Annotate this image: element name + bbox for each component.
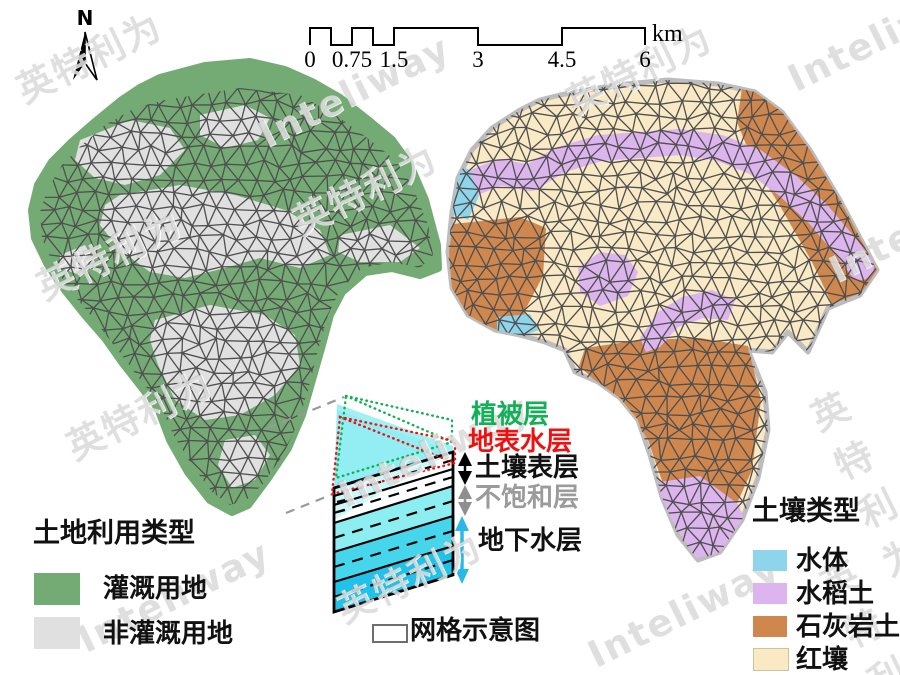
paddy-label: 水稻土	[796, 579, 875, 609]
soil-legend-title: 土壤类型	[752, 496, 860, 527]
surface-water-layer-outline	[330, 415, 457, 496]
groundwater-arrow	[455, 516, 469, 584]
irrigated-swatch	[34, 573, 80, 605]
block-outline	[332, 450, 455, 614]
scale-tick-label: 1.5	[379, 47, 409, 72]
irrigated-label: 灌溉用地	[103, 574, 208, 604]
vegetation-layer-outline	[334, 394, 454, 480]
surface-water-layer-label: 地表水层	[468, 427, 573, 457]
land-use-map	[28, 58, 442, 516]
red-soil-label: 红壤	[796, 645, 849, 675]
scale-tick-label: 0	[304, 47, 316, 72]
landuse-legend-title: 土地利用类型	[33, 518, 195, 549]
limestone-label: 石灰岩土	[796, 612, 900, 642]
scale-tick-label: 4.5	[547, 47, 577, 72]
unsaturated-arrow	[458, 485, 472, 516]
north-arrow	[73, 31, 98, 81]
north-label: N	[76, 6, 94, 30]
scale-tick-label: 0.75	[331, 47, 373, 72]
block-layer-lines	[333, 458, 454, 599]
dotted-layer-outlines	[330, 394, 457, 496]
scale-bar	[309, 27, 646, 46]
grid-legend-label: 网格示意图	[410, 616, 541, 646]
red-soil-swatch	[753, 648, 789, 671]
non-irrigated-swatch	[34, 617, 80, 649]
soil-type-map	[438, 68, 900, 594]
paddy-soil-band	[455, 129, 874, 280]
surface-overlay-wedge2	[334, 410, 453, 520]
limestone-swatch	[753, 616, 787, 637]
layer-block-diagram	[330, 394, 472, 614]
paddy-swatch	[753, 583, 787, 604]
water-label: 水体	[796, 546, 849, 576]
unsaturated-layer-label: 不饱和层	[475, 483, 580, 513]
groundwater-layer-label: 地下水层	[478, 526, 583, 556]
scale-unit-label: km	[652, 21, 683, 47]
surface-overlay-wedge	[334, 404, 453, 488]
scale-tick-label: 6	[639, 47, 651, 72]
leader-lines	[267, 395, 345, 515]
topsoil-arrow	[458, 452, 472, 485]
vegetation-layer-label: 植被层	[471, 400, 550, 430]
water-swatch	[753, 550, 787, 571]
scale-tick-label: 3	[472, 47, 484, 72]
topsoil-layer-label: 土壤表层	[475, 453, 580, 483]
grid-legend-swatch	[372, 624, 408, 643]
non-irrigated-label: 非灌溉用地	[103, 619, 234, 649]
